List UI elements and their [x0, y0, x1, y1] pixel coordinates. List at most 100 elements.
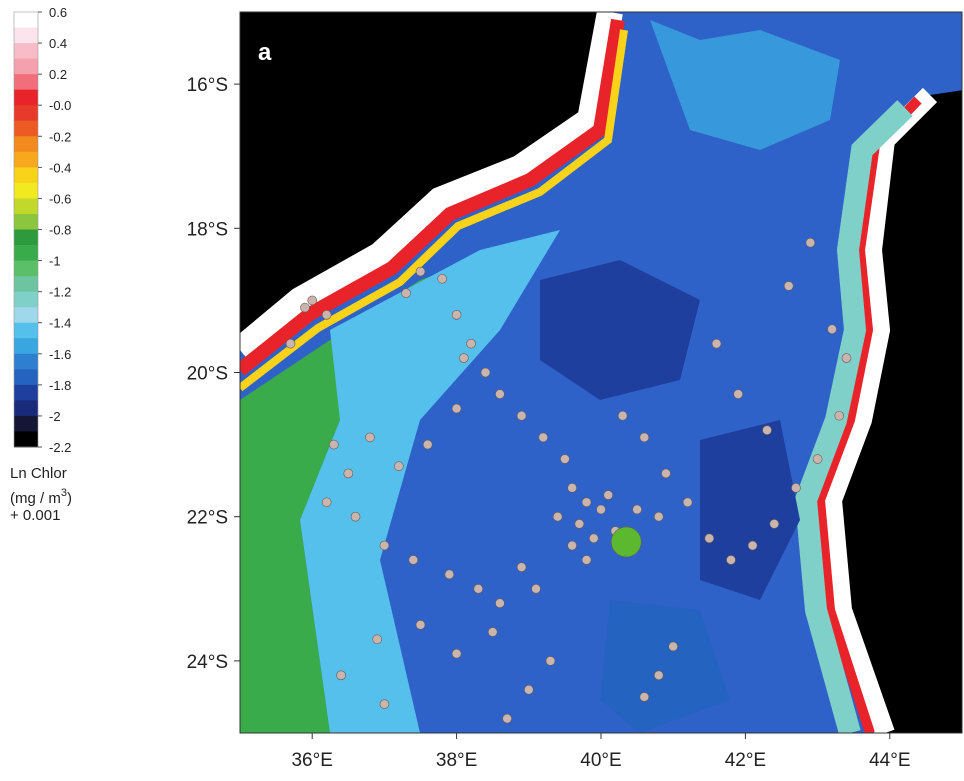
tag-point: [321, 497, 332, 508]
colorbar-bin: [14, 151, 38, 168]
y-tick-label: 22°S: [187, 508, 228, 529]
colorbar-bin: [14, 198, 38, 215]
tag-point: [372, 634, 382, 645]
y-tick-label: 16°S: [187, 75, 228, 96]
x-tick-label: 40°E: [580, 750, 621, 771]
colorbar-bin: [14, 43, 38, 60]
tag-point: [827, 324, 837, 335]
colorbar-tick-label: -1.8: [49, 378, 71, 393]
panel-label: a: [258, 39, 272, 66]
tag-point: [422, 439, 433, 450]
tag-point: [603, 490, 614, 500]
tag-point: [812, 454, 823, 464]
colorbar-bin: [14, 431, 38, 448]
tag-point: [653, 511, 664, 522]
tag-point: [581, 497, 592, 508]
tag-point: [596, 504, 606, 515]
tag-point: [408, 555, 419, 565]
tag-point: [451, 310, 462, 320]
x-tick-label: 44°E: [869, 750, 910, 771]
colorbar-tick-label: -2: [49, 409, 61, 424]
colorbar-label: Ln Chlor (mg / m3) + 0.001: [10, 465, 76, 524]
colorbar-tick-label: -1.4: [49, 316, 71, 331]
colorbar-tick-label: 0.4: [49, 36, 67, 51]
tag-point: [379, 540, 390, 551]
tag-point: [617, 410, 628, 421]
tag-point: [480, 367, 491, 378]
tag-point: [834, 410, 845, 421]
x-tick-label: 42°E: [725, 750, 766, 771]
colorbar-bin: [14, 105, 38, 122]
tag-point: [415, 266, 426, 277]
colorbar-bin: [14, 245, 38, 262]
tag-point: [733, 389, 743, 399]
colorbar-tick-label: -0.2: [49, 129, 71, 144]
tag-point: [639, 432, 650, 443]
tag-point: [473, 583, 484, 594]
tag-point: [588, 533, 599, 544]
colorbar-tick-label: -0.8: [49, 223, 71, 238]
tag-point: [379, 699, 390, 709]
tag-point: [791, 483, 801, 493]
colorbar-tick-label: -0.6: [49, 191, 71, 206]
colorbar-tick-label: -1.6: [49, 347, 71, 362]
tag-point: [394, 461, 404, 472]
tag-point: [545, 656, 556, 666]
tag-point: [502, 713, 512, 724]
tag-point: [415, 620, 426, 630]
tag-point: [538, 432, 549, 443]
colorbar-bin: [14, 338, 38, 355]
x-tick-label: 36°E: [291, 750, 332, 771]
tag-point: [762, 425, 772, 435]
tag-point: [531, 583, 541, 594]
tag-point: [747, 540, 758, 551]
colorbar-tick-label: 0.6: [49, 5, 67, 20]
colorbar-bin: [14, 27, 38, 44]
tag-point: [574, 519, 585, 529]
tag-point: [343, 468, 354, 479]
colorbar-bin: [14, 89, 38, 106]
tag-point: [336, 670, 346, 681]
colorbar-bin: [14, 307, 38, 324]
tag-point: [487, 627, 498, 637]
colorbar-bin: [14, 74, 38, 91]
colorbar-tick-label: -0.4: [49, 160, 71, 175]
colorbar-bin: [14, 213, 38, 230]
y-tick-label: 20°S: [187, 364, 228, 385]
colorbar-bin: [14, 400, 38, 417]
tag-point: [350, 511, 361, 522]
tag-point: [632, 504, 642, 515]
colorbar-bin: [14, 260, 38, 277]
tag-point: [523, 684, 534, 695]
x-tick-label: 38°E: [436, 750, 477, 771]
tag-point: [661, 468, 671, 479]
tag-point: [639, 692, 650, 702]
tag-point: [711, 338, 722, 349]
tag-point: [437, 273, 447, 284]
tag-point: [495, 598, 505, 609]
colorbar-bin: [14, 353, 38, 370]
y-tick-label: 24°S: [187, 652, 228, 673]
tag-point: [307, 295, 318, 306]
tag-point: [581, 555, 592, 565]
tag-point: [783, 281, 794, 291]
tag-point: [567, 540, 577, 551]
tag-point: [451, 648, 462, 659]
tag-point: [726, 555, 736, 565]
map-background: [240, 12, 962, 733]
colorbar-bin: [14, 136, 38, 153]
tag-point: [682, 497, 693, 508]
tag-point: [668, 641, 679, 652]
tag-point: [329, 439, 339, 450]
tag-point: [300, 302, 310, 313]
tag-point: [653, 670, 664, 681]
tag-point: [444, 569, 455, 580]
colorbar-tick-label: 0.2: [49, 67, 67, 82]
tag-point: [321, 310, 332, 320]
tag-point: [552, 511, 563, 522]
colorbar-bin: [14, 167, 38, 184]
tag-point: [841, 353, 852, 363]
colorbar-bin: [14, 415, 38, 432]
